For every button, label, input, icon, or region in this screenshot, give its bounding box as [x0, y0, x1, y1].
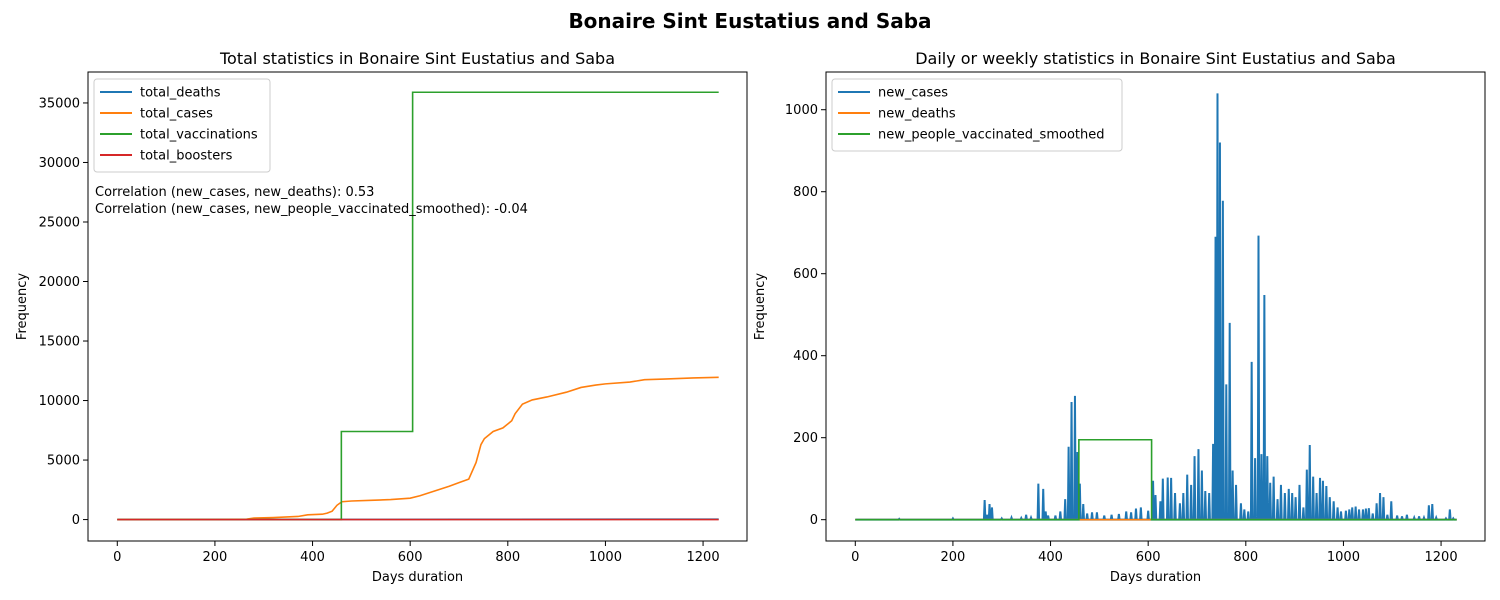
x-tick-label: 1000: [1327, 550, 1360, 565]
new-people-vaccinated-smoothed-series-line: [855, 438, 1457, 521]
chart-title: Total statistics in Bonaire Sint Eustati…: [219, 49, 615, 68]
y-tick-label: 400: [793, 349, 818, 364]
x-tick-label: 0: [851, 550, 859, 565]
chart-title: Daily or weekly statistics in Bonaire Si…: [915, 49, 1396, 68]
new-people-vaccinated-smoothed-legend-label: new_people_vaccinated_smoothed: [878, 128, 1104, 143]
x-tick-label: 200: [203, 550, 228, 565]
total-cases-legend-label: total_cases: [140, 107, 213, 122]
correlation-annotation: Correlation (new_cases, new_deaths): 0.5…: [95, 185, 374, 200]
y-tick-label: 0: [72, 513, 80, 528]
plot-area: [855, 93, 1457, 521]
total-boosters-legend-label: total_boosters: [140, 149, 233, 164]
axes-frame: [87, 71, 748, 542]
total-vaccinations-legend-label: total_vaccinations: [140, 128, 258, 143]
x-tick-label: 1000: [589, 550, 622, 565]
y-axis-label: Frequency: [753, 273, 768, 340]
x-axis-label: Days duration: [1110, 570, 1201, 585]
axes-frame: [825, 71, 1486, 542]
y-tick-label: 0: [810, 513, 818, 528]
y-tick-label: 10000: [39, 394, 80, 409]
new-cases-series-line: [855, 93, 1457, 521]
y-tick-label: 5000: [47, 454, 80, 469]
y-tick-label: 200: [793, 431, 818, 446]
figure-title: Bonaire Sint Eustatius and Saba: [568, 9, 931, 33]
total-statistics-chart: Total statistics in Bonaire Sint Eustati…: [15, 49, 748, 585]
daily-statistics-chart: Daily or weekly statistics in Bonaire Si…: [753, 49, 1486, 585]
x-tick-label: 0: [113, 550, 121, 565]
x-tick-label: 800: [495, 550, 520, 565]
x-tick-label: 400: [300, 550, 325, 565]
plot-area: [117, 91, 719, 521]
y-tick-label: 800: [793, 185, 818, 200]
y-axis-label: Frequency: [15, 273, 30, 340]
x-tick-label: 1200: [687, 550, 720, 565]
y-tick-label: 30000: [39, 156, 80, 171]
x-tick-label: 1200: [1425, 550, 1458, 565]
x-tick-label: 400: [1038, 550, 1063, 565]
y-tick-label: 35000: [39, 96, 80, 111]
x-axis-label: Days duration: [372, 570, 463, 585]
correlation-annotation: Correlation (new_cases, new_people_vacci…: [95, 202, 528, 217]
total-deaths-legend-label: total_deaths: [140, 86, 221, 101]
x-tick-label: 600: [1136, 550, 1161, 565]
x-tick-label: 200: [941, 550, 966, 565]
legend-box: [831, 78, 1123, 152]
x-tick-label: 800: [1233, 550, 1258, 565]
new-cases-legend-label: new_cases: [878, 86, 948, 101]
y-tick-label: 1000: [785, 103, 818, 118]
new-deaths-legend-label: new_deaths: [878, 107, 956, 122]
x-tick-label: 600: [398, 550, 423, 565]
y-tick-label: 20000: [39, 275, 80, 290]
y-tick-label: 25000: [39, 215, 80, 230]
total-cases-series-line: [117, 376, 719, 521]
legend-box: [93, 78, 271, 173]
legend: new_cases new_deaths new_people_vaccinated…: [831, 78, 1123, 152]
y-tick-label: 600: [793, 267, 818, 282]
legend: total_deaths total_cases total_vaccination…: [93, 78, 271, 173]
y-tick-label: 15000: [39, 335, 80, 350]
